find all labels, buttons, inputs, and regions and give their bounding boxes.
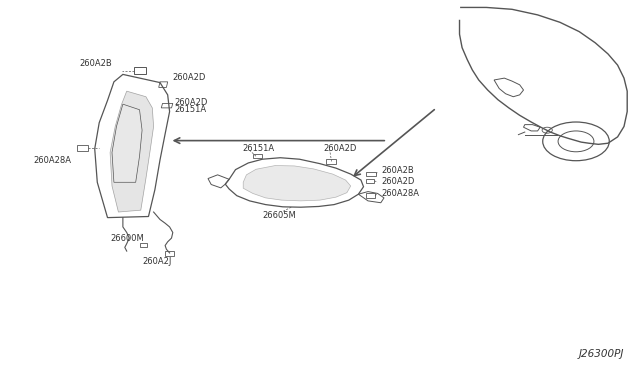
Polygon shape xyxy=(243,166,351,201)
Polygon shape xyxy=(110,91,154,212)
Text: 26600M: 26600M xyxy=(110,234,144,243)
Text: 260A2B: 260A2B xyxy=(80,60,113,68)
Text: 260A28A: 260A28A xyxy=(381,189,419,198)
Text: 260A2D: 260A2D xyxy=(323,144,356,153)
Text: J26300PJ: J26300PJ xyxy=(579,349,624,359)
Text: 26605M: 26605M xyxy=(262,211,296,220)
Text: 260A2B: 260A2B xyxy=(381,166,414,175)
Text: 260A2J: 260A2J xyxy=(142,257,172,266)
Text: 260A2D: 260A2D xyxy=(381,177,415,186)
Text: 260A28A: 260A28A xyxy=(34,156,72,165)
Polygon shape xyxy=(112,104,142,182)
Text: 260A2D: 260A2D xyxy=(174,98,207,107)
Text: 260A2D: 260A2D xyxy=(173,73,206,82)
Text: 26151A: 26151A xyxy=(174,105,206,114)
Text: 26151A: 26151A xyxy=(242,144,274,153)
